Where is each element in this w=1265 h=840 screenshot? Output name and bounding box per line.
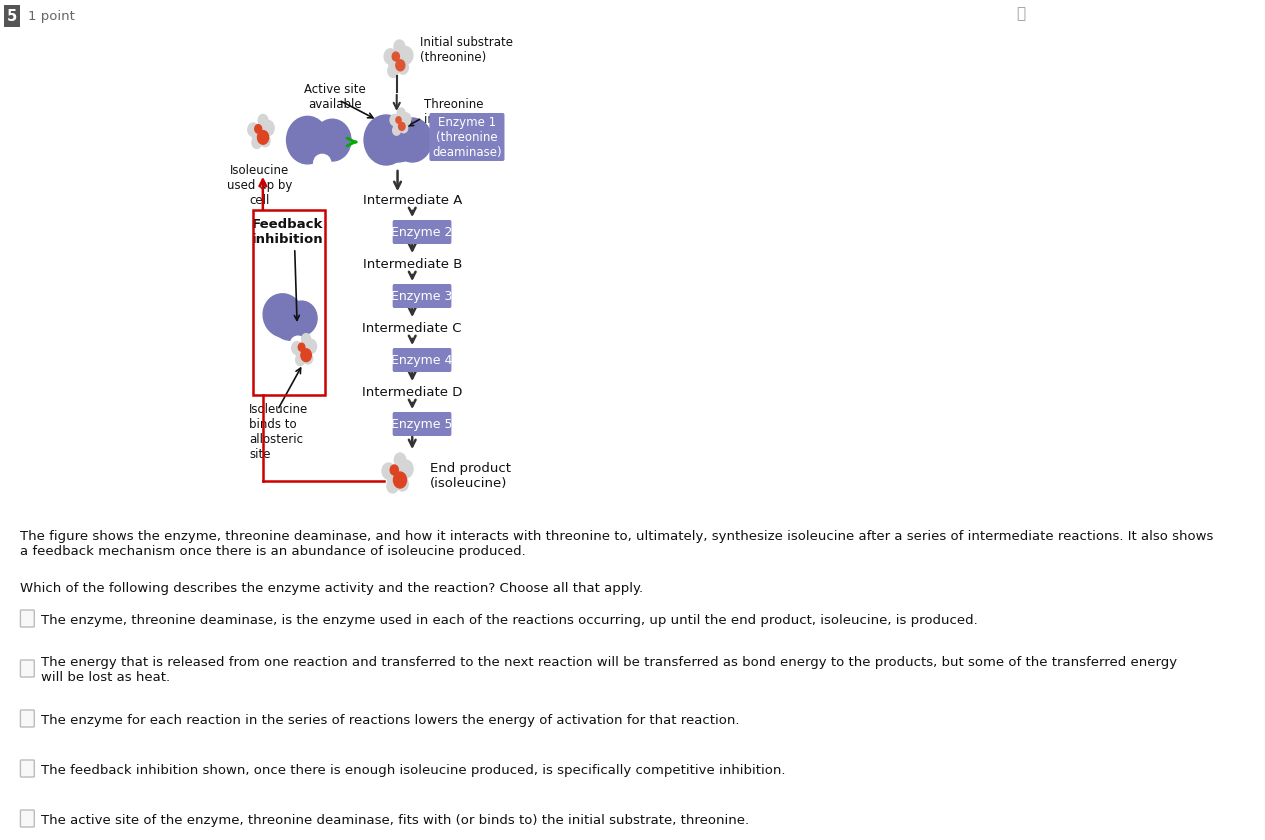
Ellipse shape bbox=[263, 294, 304, 337]
Text: Enzyme 3: Enzyme 3 bbox=[391, 290, 453, 302]
FancyBboxPatch shape bbox=[20, 810, 34, 827]
Text: Feedback
inhibition: Feedback inhibition bbox=[252, 218, 323, 246]
Circle shape bbox=[254, 124, 262, 134]
Circle shape bbox=[396, 117, 401, 123]
Circle shape bbox=[387, 479, 398, 493]
Bar bbox=[4, 5, 20, 27]
Text: Enzyme 2: Enzyme 2 bbox=[391, 225, 453, 239]
Circle shape bbox=[388, 52, 405, 72]
FancyBboxPatch shape bbox=[392, 348, 452, 372]
Text: Initial substrate
(threonine): Initial substrate (threonine) bbox=[420, 36, 512, 64]
Text: Threonine
in active site: Threonine in active site bbox=[424, 98, 500, 126]
Text: The energy that is released from one reaction and transferred to the next reacti: The energy that is released from one rea… bbox=[40, 656, 1176, 684]
Bar bbox=[253, 210, 325, 395]
Circle shape bbox=[252, 137, 262, 149]
FancyBboxPatch shape bbox=[429, 113, 505, 161]
FancyBboxPatch shape bbox=[392, 220, 452, 244]
Circle shape bbox=[397, 61, 409, 74]
FancyBboxPatch shape bbox=[20, 660, 34, 677]
Circle shape bbox=[397, 108, 405, 118]
Text: Isoleucine
used up by
cell: Isoleucine used up by cell bbox=[226, 164, 292, 207]
Circle shape bbox=[262, 120, 275, 136]
Circle shape bbox=[258, 114, 268, 126]
Circle shape bbox=[390, 114, 400, 126]
Circle shape bbox=[261, 135, 269, 147]
Text: 1 point: 1 point bbox=[28, 9, 75, 23]
Text: Intermediate B: Intermediate B bbox=[363, 258, 462, 270]
Text: Intermediate C: Intermediate C bbox=[363, 322, 462, 334]
Circle shape bbox=[398, 460, 414, 478]
Text: Enzyme 1
(threonine
deaminase): Enzyme 1 (threonine deaminase) bbox=[433, 116, 502, 159]
Circle shape bbox=[301, 349, 311, 361]
Circle shape bbox=[393, 472, 406, 488]
Circle shape bbox=[252, 124, 267, 144]
Circle shape bbox=[398, 46, 412, 64]
Text: Which of the following describes the enzyme activity and the reaction? Choose al: Which of the following describes the enz… bbox=[20, 582, 644, 595]
Circle shape bbox=[304, 353, 312, 364]
Text: The figure shows the enzyme, threonine deaminase, and how it interacts with thre: The figure shows the enzyme, threonine d… bbox=[20, 530, 1214, 558]
FancyBboxPatch shape bbox=[20, 710, 34, 727]
Circle shape bbox=[397, 477, 409, 491]
Ellipse shape bbox=[286, 301, 318, 335]
Circle shape bbox=[301, 333, 311, 344]
Ellipse shape bbox=[297, 123, 340, 161]
Circle shape bbox=[248, 123, 259, 137]
Circle shape bbox=[392, 126, 401, 135]
FancyBboxPatch shape bbox=[392, 412, 452, 436]
Text: Enzyme 4: Enzyme 4 bbox=[391, 354, 453, 366]
Circle shape bbox=[388, 64, 398, 77]
Circle shape bbox=[299, 344, 305, 351]
Circle shape bbox=[401, 113, 411, 126]
Text: The feedback inhibition shown, once there is enough isoleucine produced, is spec: The feedback inhibition shown, once ther… bbox=[40, 764, 786, 776]
FancyBboxPatch shape bbox=[392, 284, 452, 308]
Ellipse shape bbox=[364, 115, 409, 165]
Circle shape bbox=[400, 123, 407, 133]
Circle shape bbox=[398, 123, 405, 130]
Text: Intermediate A: Intermediate A bbox=[363, 193, 462, 207]
Circle shape bbox=[393, 40, 405, 53]
Text: Active site
available: Active site available bbox=[304, 83, 366, 111]
Circle shape bbox=[296, 344, 310, 361]
Text: The active site of the enzyme, threonine deaminase, fits with (or binds to) the : The active site of the enzyme, threonine… bbox=[40, 813, 749, 827]
Text: The enzyme for each reaction in the series of reactions lowers the energy of act: The enzyme for each reaction in the seri… bbox=[40, 713, 739, 727]
Circle shape bbox=[382, 463, 395, 479]
Text: Enzyme 5: Enzyme 5 bbox=[391, 417, 453, 431]
Text: Intermediate D: Intermediate D bbox=[362, 386, 463, 398]
Ellipse shape bbox=[273, 309, 309, 340]
Circle shape bbox=[395, 453, 406, 467]
Text: 5: 5 bbox=[8, 8, 18, 24]
Circle shape bbox=[305, 339, 316, 354]
Text: The enzyme, threonine deaminase, is the enzyme used in each of the reactions occ: The enzyme, threonine deaminase, is the … bbox=[40, 613, 978, 627]
Circle shape bbox=[390, 465, 398, 475]
Circle shape bbox=[396, 60, 405, 71]
FancyBboxPatch shape bbox=[20, 760, 34, 777]
Ellipse shape bbox=[314, 155, 330, 171]
Circle shape bbox=[387, 465, 405, 487]
FancyBboxPatch shape bbox=[20, 610, 34, 627]
Circle shape bbox=[385, 49, 397, 64]
Ellipse shape bbox=[287, 117, 329, 164]
Text: 🔗: 🔗 bbox=[1016, 7, 1025, 22]
Circle shape bbox=[258, 130, 268, 144]
Ellipse shape bbox=[314, 119, 350, 161]
Text: Isoleucine
binds to
allosteric
site: Isoleucine binds to allosteric site bbox=[249, 403, 309, 461]
Circle shape bbox=[292, 342, 302, 354]
Ellipse shape bbox=[392, 118, 431, 162]
Circle shape bbox=[393, 117, 405, 131]
Circle shape bbox=[296, 354, 305, 365]
Text: End product
(isoleucine): End product (isoleucine) bbox=[430, 462, 511, 490]
Circle shape bbox=[392, 52, 400, 61]
Ellipse shape bbox=[376, 122, 420, 162]
Ellipse shape bbox=[291, 336, 305, 350]
